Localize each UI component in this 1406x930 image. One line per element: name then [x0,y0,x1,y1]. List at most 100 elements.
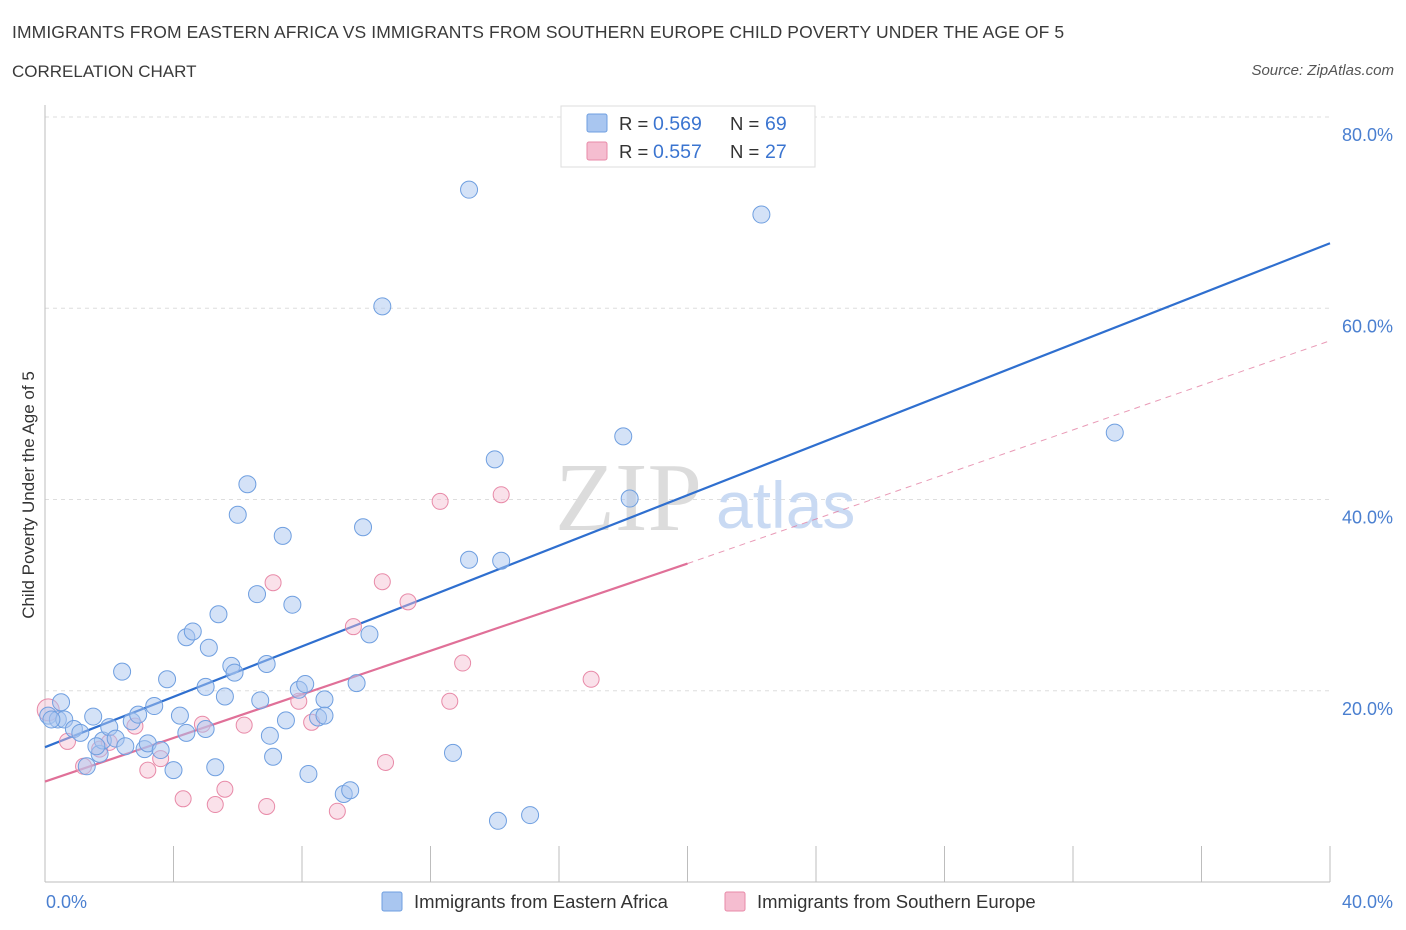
data-point-eastern-africa [299,764,318,783]
data-point-eastern-africa [341,781,360,800]
y-tick-labels: 20.0% 40.0% 60.0% 80.0% [1342,125,1393,719]
data-point-eastern-africa [752,205,771,224]
data-point-eastern-africa [257,654,276,673]
data-point-eastern-africa [145,697,164,716]
legend-r-value-2: 0.557 [653,141,702,163]
grid [45,116,1330,692]
bottom-legend-label-blue: Immigrants from Eastern Africa [414,891,669,912]
data-point-eastern-africa [52,693,71,712]
data-point-eastern-africa [273,526,292,545]
source-credit: Source: ZipAtlas.com [1251,62,1394,79]
data-point-eastern-africa [113,662,132,681]
data-point-southern-europe [399,593,417,611]
data-point-southern-europe [328,802,346,820]
bottom-legend-label-pink: Immigrants from Southern Europe [757,891,1036,912]
x-tick-label: 0.0% [46,892,87,912]
data-point-eastern-africa [373,297,392,316]
legend-r-label-2: R = [619,141,648,162]
data-point-eastern-africa [276,711,295,730]
axes [44,105,1331,883]
y-axis-label: Child Poverty Under the Age of 5 [19,371,38,619]
data-point-eastern-africa [248,585,267,604]
series-eastern-africa [39,180,1124,830]
bottom-legend: Immigrants from Eastern Africa Immigrant… [381,891,1036,912]
data-point-eastern-africa [209,605,228,624]
y-tick-label: 40.0% [1342,508,1393,528]
data-point-eastern-africa [521,806,540,825]
chart-subtitle: CORRELATION CHART [12,62,197,81]
data-point-eastern-africa [87,737,106,756]
data-point-eastern-africa [71,723,90,742]
data-point-eastern-africa [170,706,189,725]
data-point-eastern-africa [158,670,177,689]
data-point-southern-europe [258,797,276,815]
legend-n-label-1: N = [730,113,759,134]
data-point-eastern-africa [614,427,633,446]
data-point-southern-europe [139,761,157,779]
legend-swatch-pink [586,141,608,161]
data-point-eastern-africa [164,761,183,780]
data-point-eastern-africa [283,595,302,614]
x-tick-labels: 0.0% 40.0% [46,892,1393,912]
data-point-eastern-africa [296,675,315,694]
legend-r-label-1: R = [619,113,648,134]
data-point-eastern-africa [264,747,283,766]
series-southern-europe [36,486,600,820]
data-point-eastern-africa [196,677,215,696]
data-point-eastern-africa [443,743,462,762]
data-point-southern-europe [174,790,192,808]
y-tick-label: 80.0% [1342,125,1393,145]
data-point-eastern-africa [151,741,170,760]
data-point-eastern-africa [77,757,96,776]
data-point-eastern-africa [215,687,234,706]
legend-n-value-1: 69 [765,113,787,135]
data-point-eastern-africa [183,622,202,641]
data-point-eastern-africa [347,674,366,693]
bottom-legend-swatch-blue [381,891,403,912]
data-point-eastern-africa [116,737,135,756]
legend-box: R = 0.569 N = 69 R = 0.557 N = 27 [560,105,816,168]
y-tick-label: 60.0% [1342,316,1393,336]
data-point-eastern-africa [129,705,148,724]
data-point-eastern-africa [360,625,379,644]
data-point-eastern-africa [315,706,334,725]
data-point-eastern-africa [84,707,103,726]
legend-r-value-1: 0.569 [653,113,702,135]
data-point-southern-europe [431,492,449,510]
data-point-eastern-africa [354,518,373,537]
data-point-eastern-africa [260,726,279,745]
data-point-eastern-africa [460,550,479,569]
data-point-eastern-africa [196,720,215,738]
data-point-eastern-africa [177,723,196,742]
data-point-southern-europe [492,486,510,504]
data-point-eastern-africa [315,690,334,709]
data-point-southern-europe [344,618,362,636]
x-tick-label: 40.0% [1342,892,1393,912]
data-point-southern-europe [264,574,282,592]
data-point-eastern-africa [225,663,244,682]
trend-line-southern-europe-extrapolated [687,340,1331,565]
data-point-southern-europe [377,753,395,771]
data-point-eastern-africa [492,551,511,570]
data-point-southern-europe [582,670,600,688]
data-point-southern-europe [441,692,459,710]
y-tick-label: 20.0% [1342,699,1393,719]
data-point-eastern-africa [1105,423,1124,442]
data-point-southern-europe [454,654,472,672]
data-point-southern-europe [235,716,253,734]
data-point-eastern-africa [238,475,257,494]
data-point-eastern-africa [199,638,218,657]
data-point-southern-europe [216,780,234,798]
chart-title: IMMIGRANTS FROM EASTERN AFRICA VS IMMIGR… [12,22,1065,42]
data-point-eastern-africa [488,811,507,830]
data-point-eastern-africa [620,489,639,508]
legend-n-label-2: N = [730,141,759,162]
watermark-atlas: atlas [716,468,855,542]
data-point-eastern-africa [228,505,247,524]
bottom-legend-swatch-pink [724,891,746,912]
data-point-southern-europe [206,796,224,814]
data-point-eastern-africa [485,450,504,469]
data-point-eastern-africa [42,710,61,729]
data-point-eastern-africa [206,758,225,777]
